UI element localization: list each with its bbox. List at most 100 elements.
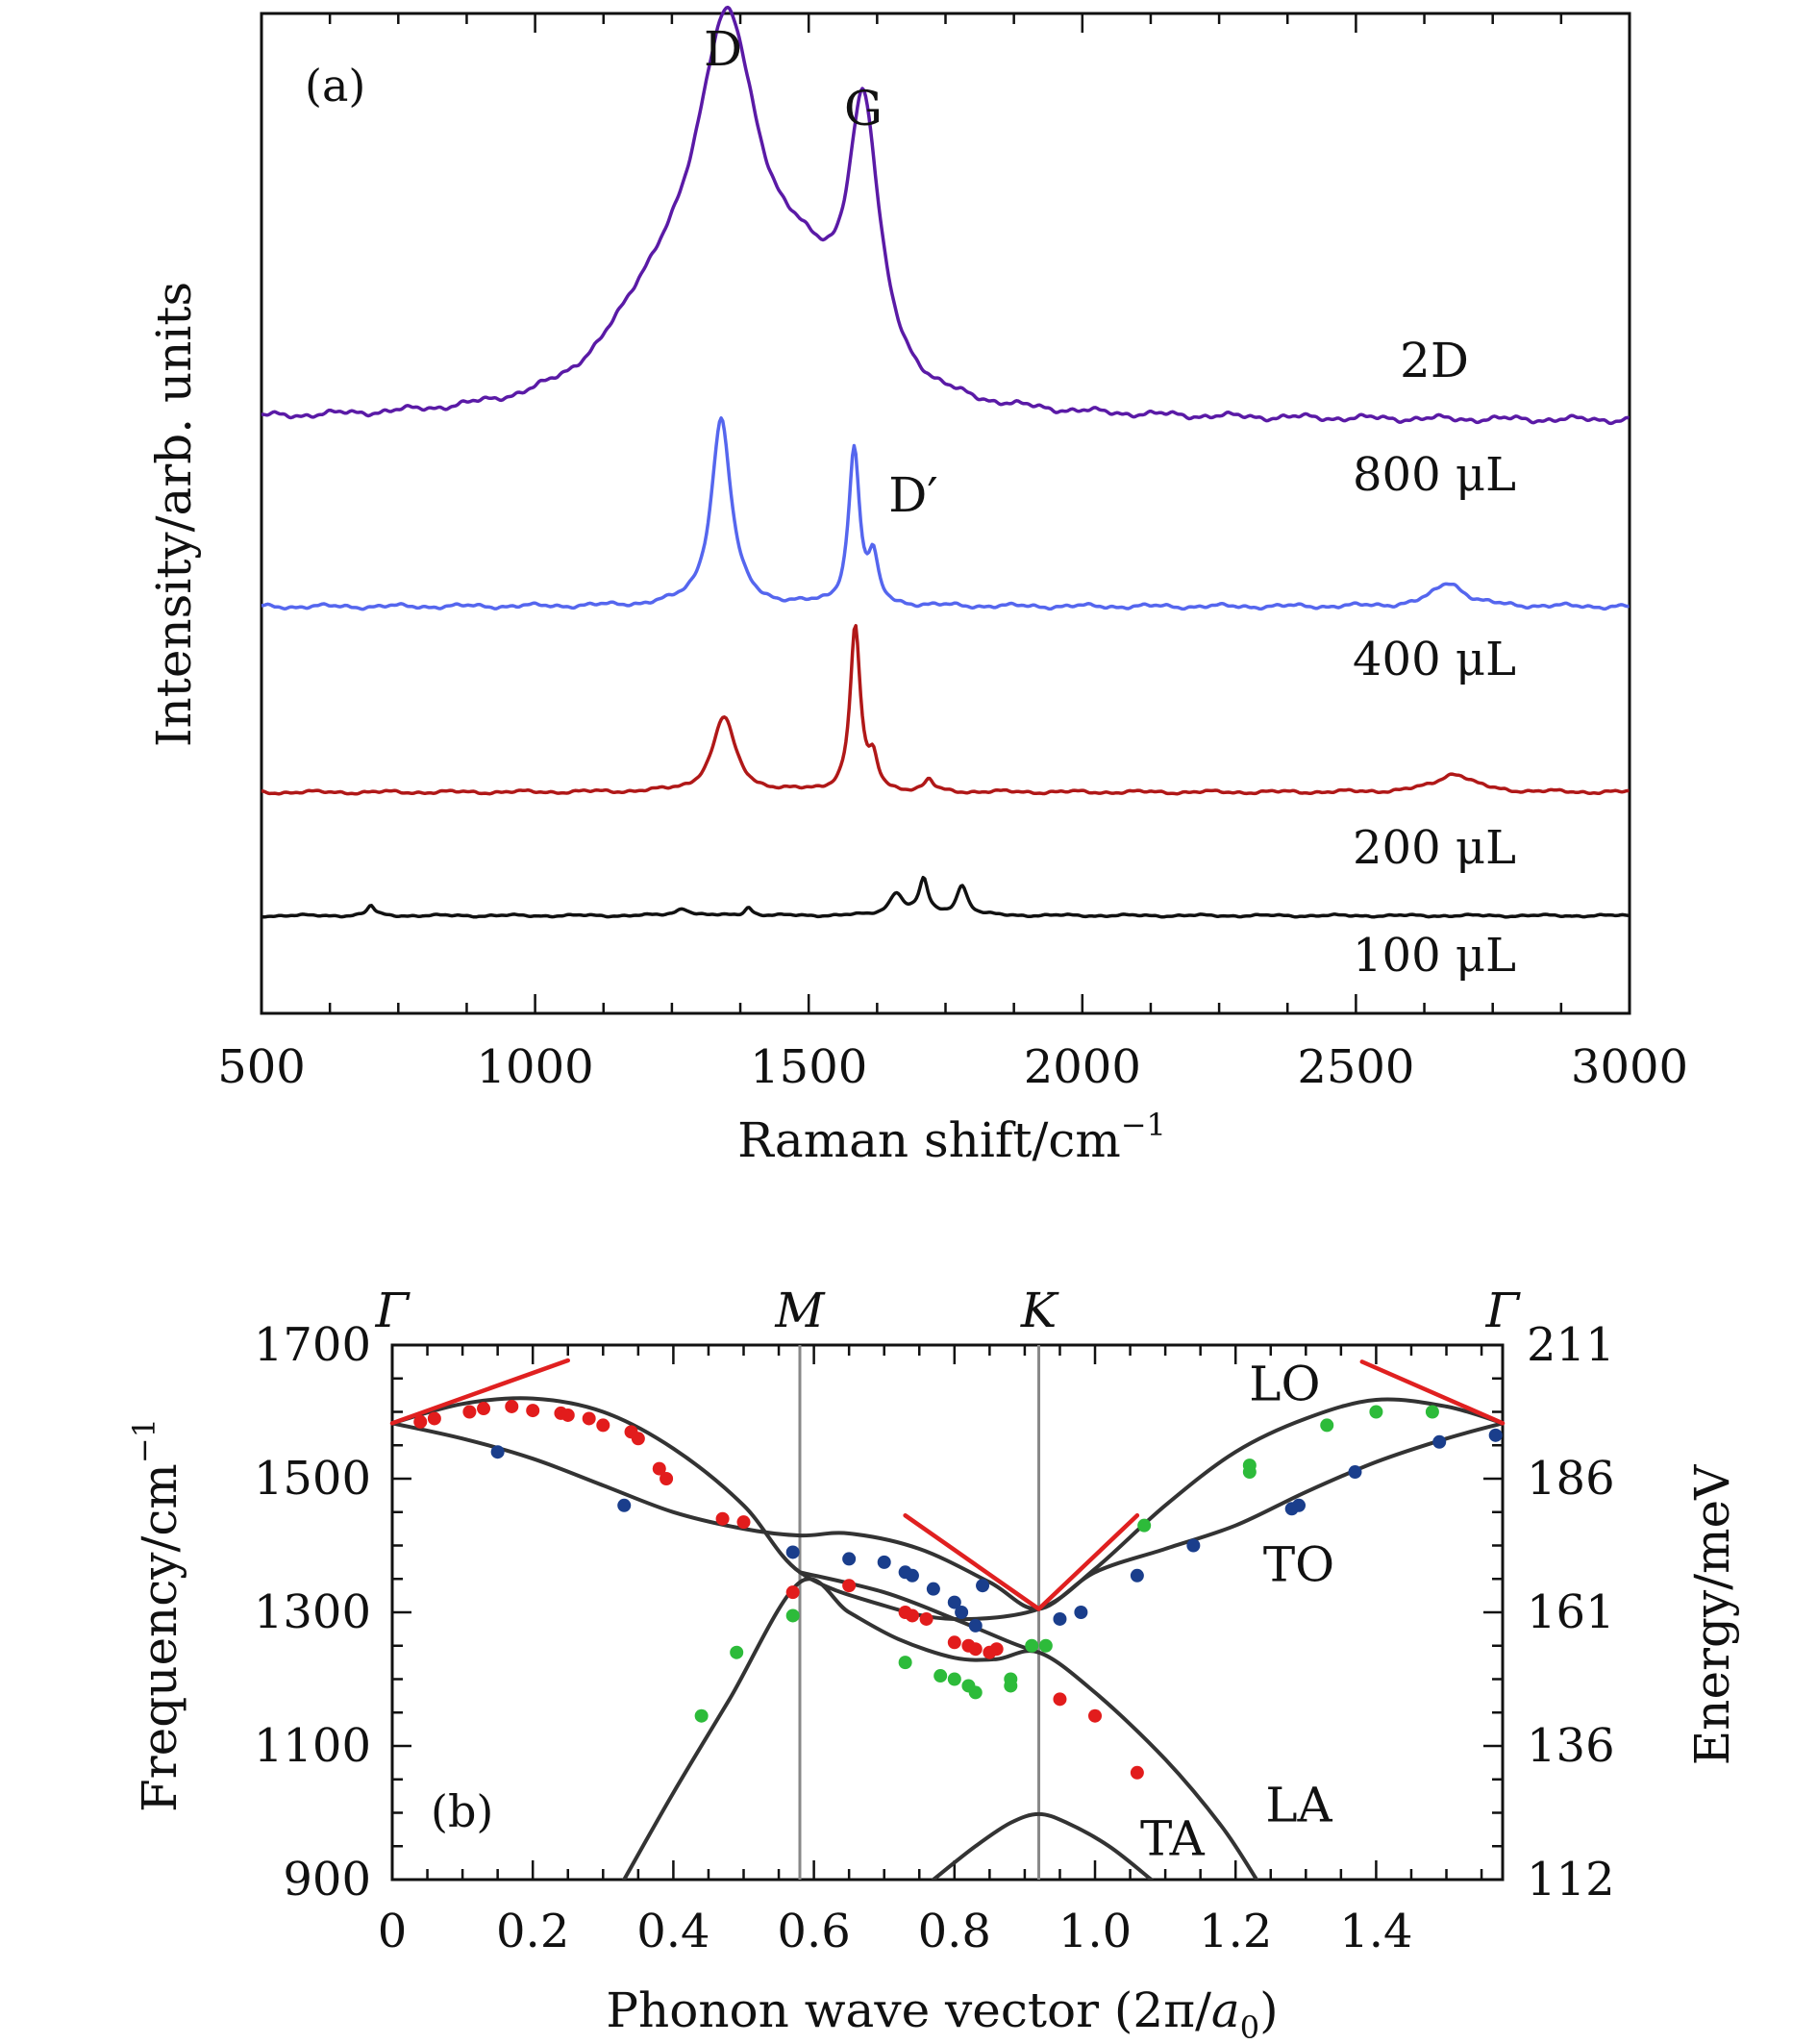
data-point <box>715 1511 730 1526</box>
data-point <box>617 1498 632 1512</box>
symmetry-label: M <box>774 1283 826 1338</box>
panel-a-y-axis-label: Intensity/arb. units <box>146 282 202 747</box>
data-point <box>898 1656 912 1670</box>
branch-label: LA <box>1265 1778 1332 1833</box>
y-tick-label-right: 161 <box>1527 1585 1615 1639</box>
y-tick-label-right: 136 <box>1527 1719 1615 1773</box>
panel-b-tick-labels: 0 0.2 0.4 0.6 0.8 1.0 1.2 1.4 900 1100 1300 1500 170… <box>254 1318 1615 1958</box>
symmetry-label: Γ <box>1485 1283 1522 1338</box>
data-point <box>785 1585 800 1600</box>
panel-b-y-axis-right-label: Energy/meV <box>1684 1464 1740 1765</box>
data-point <box>968 1642 983 1657</box>
panel-a-x-axis-label: Raman shift/cm−1 <box>737 1107 1166 1168</box>
x-tick-label: 0.6 <box>777 1905 850 1958</box>
data-point <box>560 1408 575 1422</box>
data-point <box>947 1595 961 1609</box>
data-point <box>1320 1418 1334 1433</box>
data-point <box>1053 1611 1067 1626</box>
y-tick-label-right: 211 <box>1527 1318 1615 1372</box>
data-point <box>968 1685 983 1700</box>
x-tick-label: 0 <box>378 1905 408 1958</box>
data-point <box>1292 1498 1307 1512</box>
data-point <box>905 1568 919 1583</box>
symmetry-label: Γ <box>375 1283 411 1338</box>
kohn-anomaly-line <box>1359 1359 1506 1426</box>
series-label: 100 μL <box>1353 929 1516 983</box>
x-tick-label: 3000 <box>1571 1040 1688 1094</box>
y-tick-label-left: 1500 <box>254 1452 371 1506</box>
data-point <box>1425 1405 1439 1419</box>
kohn-anomaly-line <box>389 1358 571 1426</box>
panel-b-branch-labels: LO TO LA TA <box>1140 1357 1334 1867</box>
y-tick-label-right: 186 <box>1527 1452 1615 1506</box>
data-point <box>989 1642 1004 1657</box>
data-point <box>1432 1434 1447 1449</box>
branch-LA-upper <box>622 1577 1259 1880</box>
y-tick-label-left: 1700 <box>254 1318 371 1372</box>
panel-a-series-labels: 800 μL 400 μL 200 μL 100 μL <box>1353 448 1516 983</box>
data-point <box>694 1708 709 1723</box>
x-tick-label: 1500 <box>750 1040 867 1094</box>
kohn-anomaly-line <box>903 1512 1041 1611</box>
series-label: 200 μL <box>1353 821 1516 875</box>
data-point <box>947 1672 961 1686</box>
data-point <box>1242 1458 1257 1473</box>
series-label: 800 μL <box>1353 448 1516 502</box>
data-point <box>968 1618 983 1633</box>
data-point <box>477 1402 491 1416</box>
panel-a: 500 1000 1500 2000 2500 3000 800 μL 400 μL 200 … <box>146 5 1688 1168</box>
y-tick-label-left: 1300 <box>254 1585 371 1639</box>
data-point <box>1369 1405 1383 1419</box>
peak-label: G <box>844 81 883 137</box>
x-tick-label: 2000 <box>1024 1040 1141 1094</box>
panel-a-ticks <box>260 13 1631 1013</box>
branch-label: LO <box>1249 1357 1320 1412</box>
data-point <box>490 1445 505 1459</box>
data-point <box>1186 1538 1201 1553</box>
panel-b-y-axis-left-label: Frequency/cm−1 <box>126 1418 187 1812</box>
data-point <box>526 1404 540 1418</box>
data-point <box>955 1606 969 1619</box>
data-point <box>582 1411 596 1426</box>
data-point <box>1130 1765 1144 1780</box>
panel-a-peak-labels: D G D′ 2D <box>704 21 1469 523</box>
branch-TO <box>392 1421 1503 1611</box>
data-point <box>905 1608 919 1623</box>
data-point <box>1038 1638 1053 1653</box>
series-label: 400 μL <box>1353 633 1516 686</box>
data-point <box>926 1582 940 1596</box>
trace-800-μL <box>261 5 1630 426</box>
y-tick-label-left: 900 <box>283 1853 371 1907</box>
data-point <box>736 1515 751 1530</box>
data-point <box>1488 1428 1503 1442</box>
data-point <box>413 1414 428 1429</box>
panel-b-points <box>413 1399 1503 1780</box>
data-point <box>785 1608 800 1623</box>
data-point <box>1137 1518 1152 1533</box>
panel-b-label: (b) <box>431 1785 493 1837</box>
data-point <box>596 1418 610 1433</box>
branch-LO <box>392 1396 1503 1622</box>
y-tick-label-left: 1100 <box>254 1719 371 1773</box>
data-point <box>877 1555 891 1569</box>
x-tick-label: 2500 <box>1297 1040 1414 1094</box>
panel-b-ticks <box>390 1343 1503 1882</box>
x-tick-label: 0.2 <box>496 1905 569 1958</box>
peak-label: 2D <box>1400 333 1469 388</box>
data-point <box>947 1635 961 1650</box>
data-point <box>652 1461 666 1476</box>
x-tick-label: 1.4 <box>1339 1905 1412 1958</box>
x-tick-label: 0.4 <box>636 1905 709 1958</box>
data-point <box>427 1411 441 1426</box>
data-point <box>933 1669 948 1683</box>
panel-b: 0 0.2 0.4 0.6 0.8 1.0 1.2 1.4 900 1100 1300 1500 170… <box>126 1283 1740 2044</box>
data-point <box>1130 1568 1144 1583</box>
x-tick-label: 0.8 <box>918 1905 991 1958</box>
panel-b-branches <box>392 1396 1503 1880</box>
trace-200-μL <box>261 624 1630 796</box>
panel-a-x-tick-labels: 500 1000 1500 2000 2500 3000 <box>217 1040 1688 1094</box>
branch-TA <box>931 1811 1154 1880</box>
x-tick-label: 1.2 <box>1199 1905 1272 1958</box>
